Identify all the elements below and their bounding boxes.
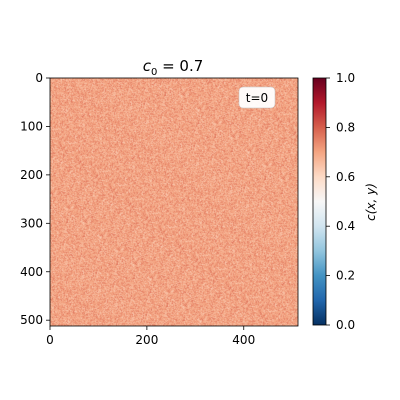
colorbar: 0.0 0.2 0.4 0.6 0.8 1.0 c(x, y) (312, 71, 378, 332)
time-annotation-label: t=0 (246, 91, 268, 105)
colorbar-label: c(x, y) (364, 183, 378, 221)
heatmap-image (50, 78, 298, 326)
y-tick-label: 300 (20, 216, 43, 230)
colorbar-gradient (312, 77, 327, 326)
colorbar-tick-label: 0.0 (336, 318, 355, 332)
chart-title: c0 = 0.7 (143, 57, 204, 78)
colorbar-tick-label: 0.8 (336, 120, 355, 134)
x-tick-label: 400 (232, 333, 255, 347)
y-tick-label: 500 (20, 313, 43, 327)
plot-frame (49, 77, 299, 327)
title-base: c (143, 57, 152, 75)
colorbar-ticks: 0.0 0.2 0.4 0.6 0.8 1.0 (326, 71, 355, 332)
colorbar-tick-label: 0.2 (336, 269, 355, 283)
y-tick-label: 200 (20, 168, 43, 182)
x-tick-label: 0 (46, 333, 54, 347)
y-tick-label: 100 (20, 119, 43, 133)
y-axis: 0 100 200 300 400 500 (20, 71, 50, 327)
x-tick-label: 200 (135, 333, 158, 347)
colorbar-tick-label: 0.4 (336, 219, 355, 233)
colorbar-tick-label: 0.6 (336, 170, 355, 184)
x-axis: 0 200 400 (46, 326, 255, 347)
time-annotation: t=0 (238, 86, 276, 109)
colorbar-tick-label: 1.0 (336, 71, 355, 85)
y-tick-label: 400 (20, 265, 43, 279)
title-rest: = 0.7 (157, 57, 203, 75)
title-subscript: 0 (151, 67, 157, 78)
heatmap-plot (49, 77, 299, 327)
y-tick-label: 0 (35, 71, 43, 85)
